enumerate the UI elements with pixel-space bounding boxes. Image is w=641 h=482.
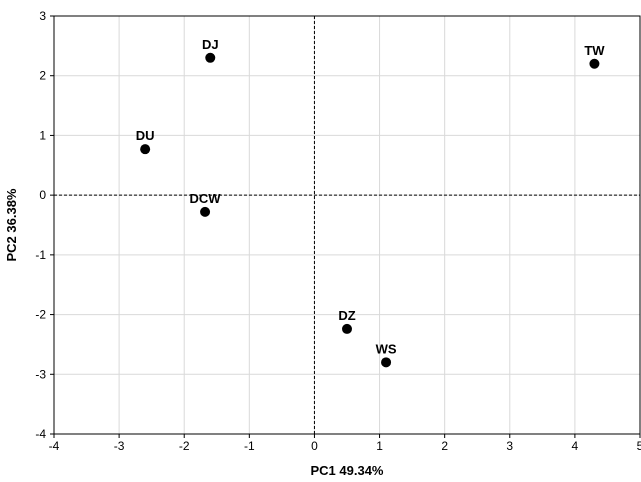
y-tick-label: -3 <box>35 367 46 381</box>
grid-lines <box>54 16 640 434</box>
reference-lines <box>54 16 640 434</box>
plot-frame <box>53 15 641 435</box>
data-point-dz <box>342 323 352 334</box>
x-tick-label: -1 <box>244 439 255 453</box>
axis-ticks: -4 -3 -2 -1 0 1 2 3 4 5 -4 -3 -2 -1 0 1 2 3 <box>35 9 641 453</box>
point-label-dz: DZ <box>338 308 355 323</box>
point-label-ws: WS <box>376 341 397 356</box>
y-tick-label: 3 <box>39 9 46 23</box>
x-tick-label: 2 <box>441 439 448 453</box>
x-tick-label: 5 <box>637 439 641 453</box>
data-point-dj <box>205 52 216 63</box>
x-tick-label: 0 <box>311 439 318 453</box>
x-tick-label: 4 <box>572 439 579 453</box>
y-tick-label: -1 <box>35 248 46 262</box>
point-label-dcw: DCW <box>190 191 222 206</box>
y-axis-title: PC2 36.38% <box>4 188 19 261</box>
y-tick-label: 2 <box>39 69 46 83</box>
x-tick-label: -3 <box>114 439 125 453</box>
x-axis-title: PC1 49.34% <box>311 463 384 478</box>
x-tick-label: 3 <box>506 439 513 453</box>
data-points: DJ TW DU DCW DZ WS <box>136 37 605 368</box>
x-tick-label: 1 <box>376 439 383 453</box>
data-point-dcw <box>200 206 211 217</box>
data-point-ws <box>381 357 392 368</box>
data-point-du <box>140 144 151 155</box>
y-tick-label: -2 <box>35 308 46 322</box>
y-tick-label: 0 <box>39 188 46 202</box>
point-label-tw: TW <box>584 43 605 58</box>
x-tick-label: -2 <box>179 439 190 453</box>
x-tick-label: -4 <box>49 439 60 453</box>
data-point-tw <box>589 58 600 69</box>
point-label-dj: DJ <box>202 37 219 52</box>
y-tick-label: -4 <box>35 427 46 441</box>
point-label-du: DU <box>136 128 155 143</box>
y-tick-label: 1 <box>39 128 46 142</box>
